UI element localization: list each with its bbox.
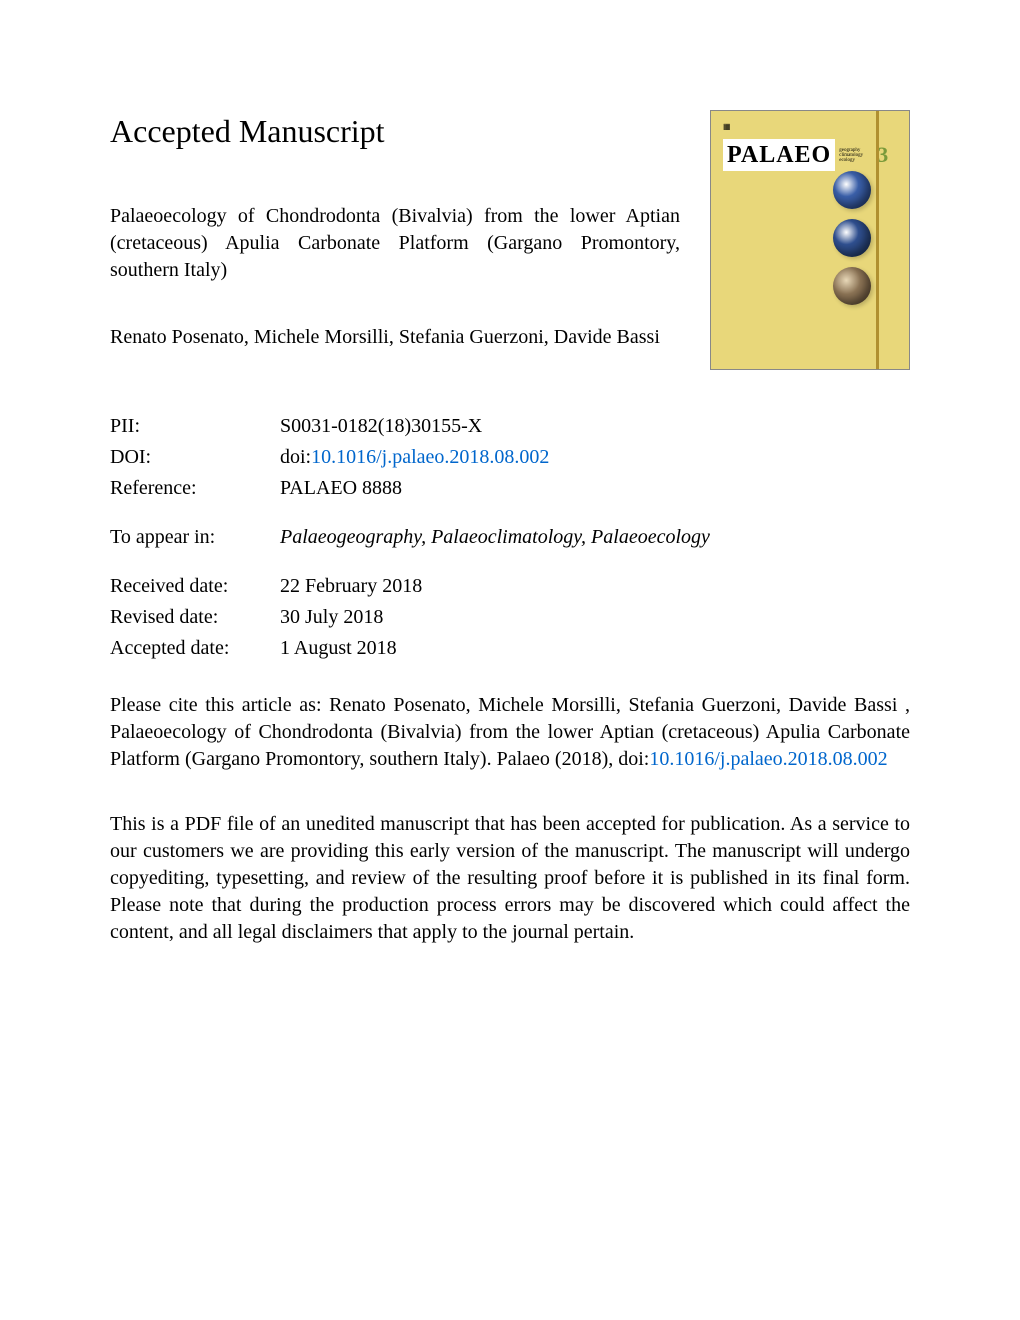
table-row: DOI: doi:10.1016/j.palaeo.2018.08.002 (110, 442, 710, 473)
disclaimer-text: This is a PDF file of an unedited manusc… (110, 811, 910, 946)
cover-subtitle: geography climatology ecology (839, 148, 873, 163)
table-row: PII: S0031-0182(18)30155-X (110, 411, 710, 442)
accepted-manuscript-heading: Accepted Manuscript (110, 110, 680, 153)
table-row: Accepted date: 1 August 2018 (110, 633, 710, 664)
table-row: Revised date: 30 July 2018 (110, 602, 710, 633)
metadata-table: PII: S0031-0182(18)30155-X DOI: doi:10.1… (110, 411, 710, 664)
article-authors: Renato Posenato, Michele Morsilli, Stefa… (110, 324, 680, 351)
appear-label: To appear in: (110, 522, 280, 553)
accepted-label: Accepted date: (110, 633, 280, 664)
article-title: Palaeoecology of Chondrodonta (Bivalvia)… (110, 203, 680, 284)
pii-value: S0031-0182(18)30155-X (280, 411, 710, 442)
cover-globe-icon (833, 219, 871, 257)
cover-brand-text: PALAEO (723, 139, 835, 171)
revised-value: 30 July 2018 (280, 602, 710, 633)
received-value: 22 February 2018 (280, 571, 710, 602)
reference-value: PALAEO 8888 (280, 473, 710, 504)
appear-value: Palaeogeography, Palaeoclimatology, Pala… (280, 522, 710, 553)
cover-globe-icon (833, 171, 871, 209)
pii-label: PII: (110, 411, 280, 442)
doi-label: DOI: (110, 442, 280, 473)
cover-publisher-mark: ▦ (723, 123, 897, 131)
citation-doi-link[interactable]: 10.1016/j.palaeo.2018.08.002 (649, 748, 887, 770)
table-row: Reference: PALAEO 8888 (110, 473, 710, 504)
journal-cover-thumbnail: ▦ PALAEO geography climatology ecology 3 (710, 110, 910, 370)
cover-title-row: PALAEO geography climatology ecology 3 (723, 139, 897, 171)
doi-value: doi:10.1016/j.palaeo.2018.08.002 (280, 442, 710, 473)
cover-globe-column (833, 171, 871, 305)
received-label: Received date: (110, 571, 280, 602)
cover-stripe (876, 111, 879, 369)
table-row: Received date: 22 February 2018 (110, 571, 710, 602)
doi-prefix: doi: (280, 446, 311, 468)
citation-block: Please cite this article as: Renato Pose… (110, 692, 910, 773)
cover-globe-icon (833, 267, 871, 305)
revised-label: Revised date: (110, 602, 280, 633)
doi-link[interactable]: 10.1016/j.palaeo.2018.08.002 (311, 446, 549, 468)
journal-name: Palaeogeography, Palaeoclimatology, Pala… (280, 526, 710, 548)
header-row: Accepted Manuscript Palaeoecology of Cho… (110, 110, 910, 381)
reference-label: Reference: (110, 473, 280, 504)
table-row: To appear in: Palaeogeography, Palaeocli… (110, 522, 710, 553)
header-left-column: Accepted Manuscript Palaeoecology of Cho… (110, 110, 710, 381)
accepted-value: 1 August 2018 (280, 633, 710, 664)
